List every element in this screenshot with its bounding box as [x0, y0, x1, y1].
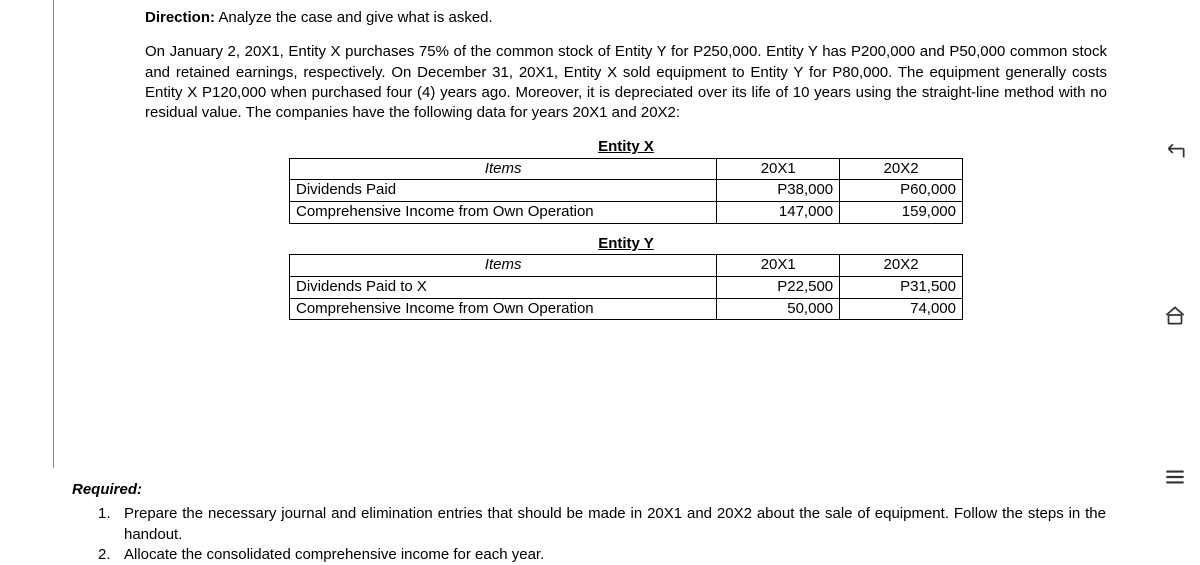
case-paragraph: On January 2, 20X1, Entity X purchases 7…	[145, 42, 1107, 123]
side-nav-icons	[1162, 0, 1188, 560]
col-header-year1: 20X1	[717, 158, 840, 180]
cell-value: 74,000	[840, 298, 963, 320]
question-body: Direction: Analyze the case and give wha…	[145, 8, 1107, 320]
list-number: 2.	[98, 545, 124, 565]
table-row: Comprehensive Income from Own Operation …	[290, 298, 963, 320]
tables-container: Entity X Items 20X1 20X2 Dividends Paid …	[145, 137, 1107, 320]
table-row: Items 20X1 20X2	[290, 158, 963, 180]
table-row: Dividends Paid to X P22,500 P31,500	[290, 276, 963, 298]
vertical-divider	[53, 0, 54, 468]
table-y-title: Entity Y	[145, 234, 1107, 254]
cell-label: Comprehensive Income from Own Operation	[290, 202, 717, 224]
back-icon[interactable]	[1162, 140, 1188, 166]
home-icon[interactable]	[1162, 302, 1188, 328]
cell-value: P31,500	[840, 276, 963, 298]
list-text: Prepare the necessary journal and elimin…	[124, 504, 1106, 545]
table-x-title: Entity X	[145, 137, 1107, 157]
direction-text: Analyze the case and give what is asked.	[218, 9, 492, 26]
col-header-items: Items	[290, 255, 717, 277]
col-header-items: Items	[290, 158, 717, 180]
cell-label: Comprehensive Income from Own Operation	[290, 298, 717, 320]
list-item: 1. Prepare the necessary journal and eli…	[98, 504, 1106, 545]
col-header-year2: 20X2	[840, 255, 963, 277]
table-entity-x: Items 20X1 20X2 Dividends Paid P38,000 P…	[289, 158, 963, 224]
menu-icon[interactable]	[1162, 464, 1188, 490]
required-label: Required:	[72, 480, 1106, 500]
cell-label: Dividends Paid	[290, 180, 717, 202]
cell-value: P38,000	[717, 180, 840, 202]
list-number: 1.	[98, 504, 124, 545]
required-section: Required: 1. Prepare the necessary journ…	[72, 480, 1106, 565]
cell-value: 50,000	[717, 298, 840, 320]
table-row: Comprehensive Income from Own Operation …	[290, 202, 963, 224]
cell-value: 159,000	[840, 202, 963, 224]
direction-line: Direction: Analyze the case and give wha…	[145, 8, 1107, 28]
cell-value: P22,500	[717, 276, 840, 298]
required-list: 1. Prepare the necessary journal and eli…	[72, 504, 1106, 565]
col-header-year1: 20X1	[717, 255, 840, 277]
cell-value: P60,000	[840, 180, 963, 202]
list-text: Allocate the consolidated comprehensive …	[124, 545, 1106, 565]
col-header-year2: 20X2	[840, 158, 963, 180]
cell-label: Dividends Paid to X	[290, 276, 717, 298]
table-row: Dividends Paid P38,000 P60,000	[290, 180, 963, 202]
table-row: Items 20X1 20X2	[290, 255, 963, 277]
cell-value: 147,000	[717, 202, 840, 224]
direction-label: Direction:	[145, 9, 215, 26]
list-item: 2. Allocate the consolidated comprehensi…	[98, 545, 1106, 565]
table-entity-y: Items 20X1 20X2 Dividends Paid to X P22,…	[289, 254, 963, 320]
